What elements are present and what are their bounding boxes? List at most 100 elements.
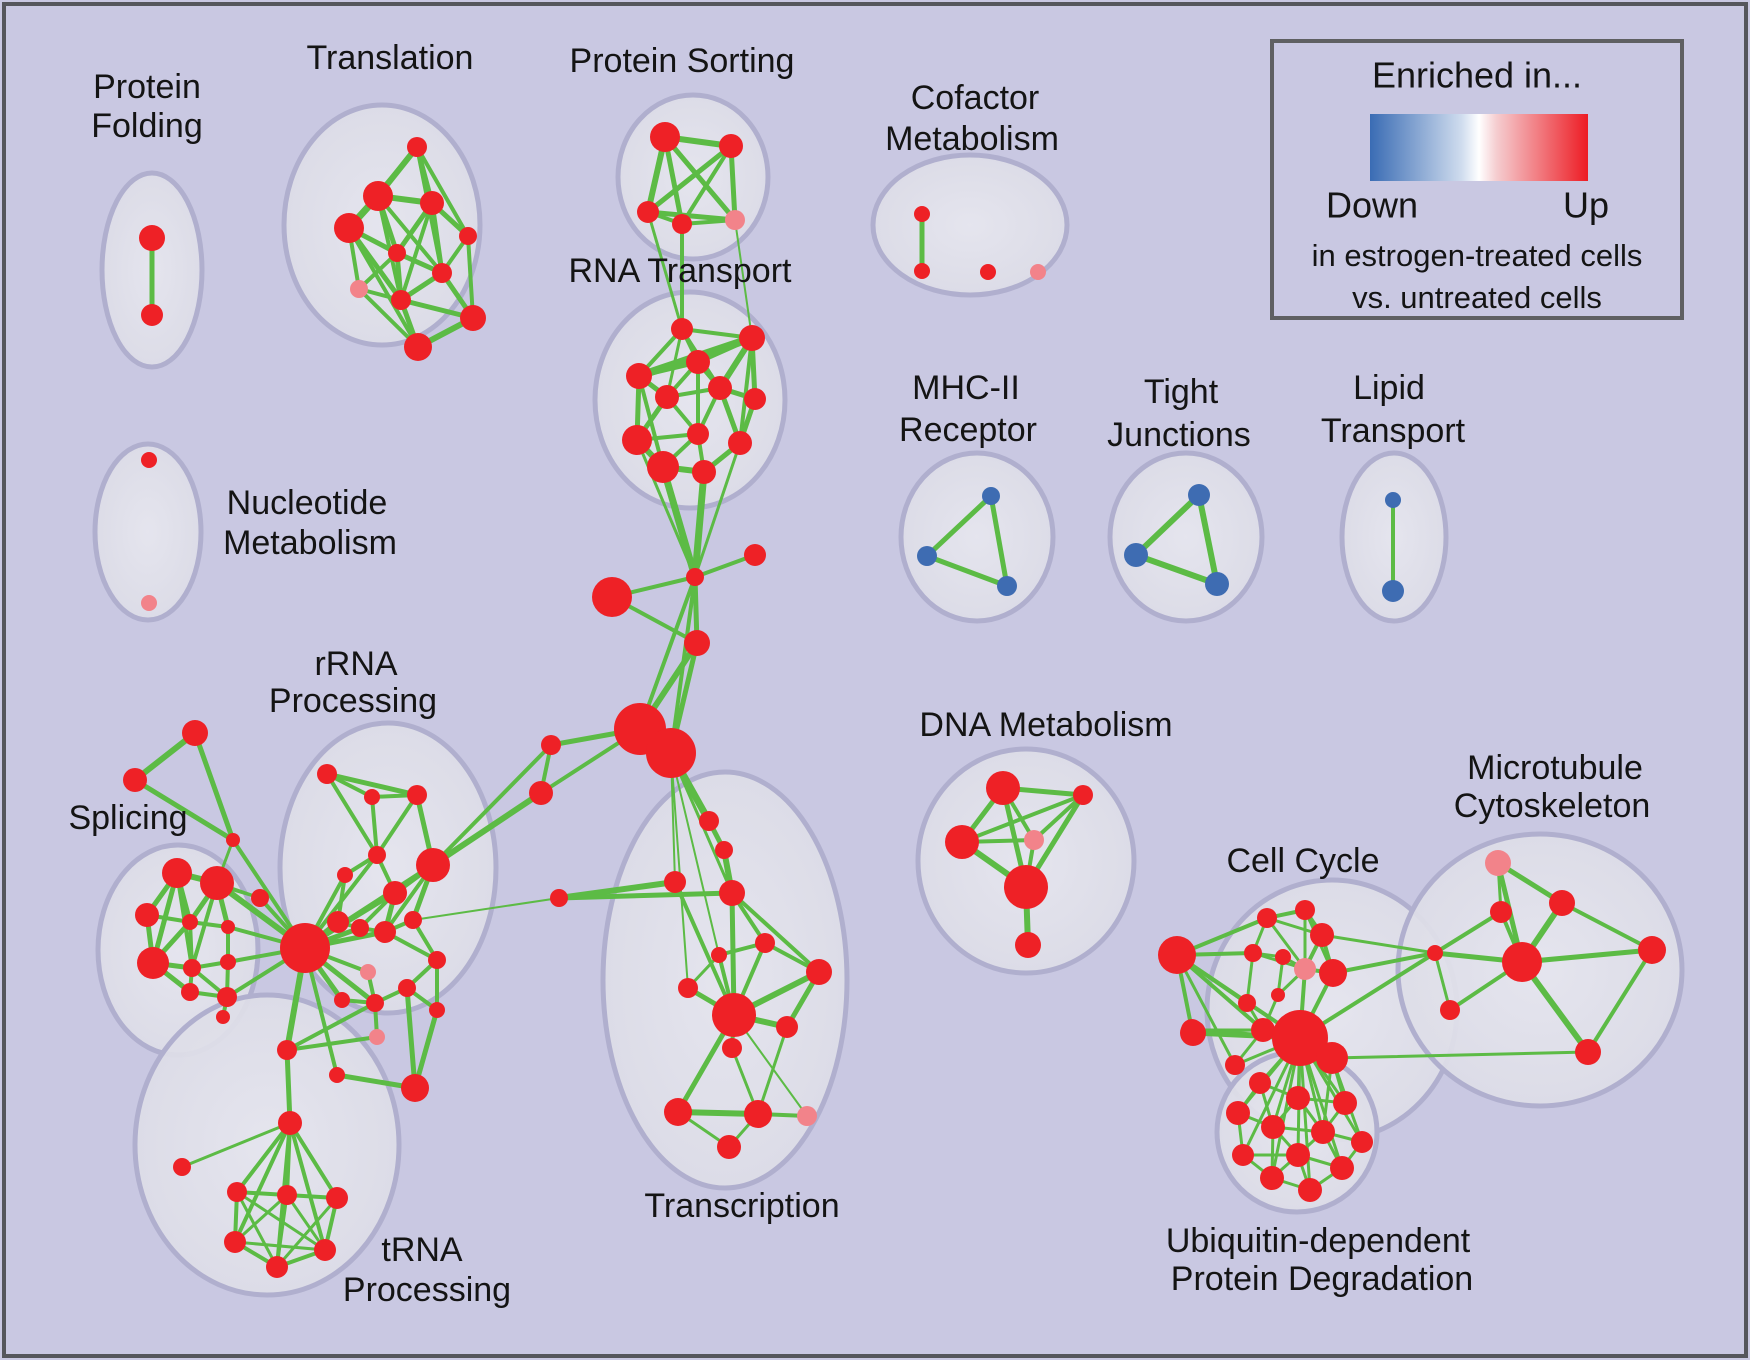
gene-set-node-tx5[interactable] (755, 933, 775, 953)
gene-set-node-lt2[interactable] (1382, 580, 1404, 602)
gene-set-node-mc6[interactable] (1575, 1039, 1601, 1065)
gene-set-node-ub3[interactable] (1333, 1091, 1357, 1115)
gene-set-node-r5[interactable] (337, 867, 353, 883)
gene-set-node-rt11[interactable] (692, 460, 716, 484)
gene-set-node-nm2[interactable] (141, 595, 157, 611)
gene-set-node-r16[interactable] (398, 979, 416, 997)
gene-set-node-rt4[interactable] (686, 350, 710, 374)
gene-set-node-ub8[interactable] (1232, 1144, 1254, 1166)
gene-set-node-r8[interactable] (327, 911, 349, 933)
gene-set-node-t7[interactable] (432, 263, 452, 283)
gene-set-node-tx9[interactable] (712, 993, 756, 1037)
gene-set-node-tn1[interactable] (227, 1182, 247, 1202)
gene-set-node-ps3[interactable] (637, 201, 659, 223)
gene-set-node-ub2[interactable] (1286, 1086, 1310, 1110)
gene-set-node-sc[interactable] (226, 833, 240, 847)
gene-set-node-rt9[interactable] (622, 425, 652, 455)
gene-set-node-ub11[interactable] (1260, 1166, 1284, 1190)
gene-set-node-tj1[interactable] (1188, 484, 1210, 506)
gene-set-node-pf2[interactable] (141, 304, 163, 326)
gene-set-node-c4[interactable] (541, 735, 561, 755)
gene-set-node-t9[interactable] (391, 290, 411, 310)
gene-set-node-mc5[interactable] (1638, 936, 1666, 964)
gene-set-node-cm4[interactable] (1030, 264, 1046, 280)
gene-set-node-t11[interactable] (404, 333, 432, 361)
gene-set-node-sp1[interactable] (162, 858, 192, 888)
gene-set-node-nm1[interactable] (141, 452, 157, 468)
gene-set-node-tn6[interactable] (314, 1239, 336, 1261)
gene-set-node-tx14[interactable] (797, 1106, 817, 1126)
gene-set-node-t6[interactable] (388, 244, 406, 262)
gene-set-node-cc5[interactable] (1275, 949, 1291, 965)
gene-set-node-rt6[interactable] (708, 376, 732, 400)
gene-set-node-r4[interactable] (368, 846, 386, 864)
gene-set-node-sp10[interactable] (217, 987, 237, 1007)
gene-set-node-ps1[interactable] (650, 122, 680, 152)
gene-set-node-r9[interactable] (351, 919, 369, 937)
gene-set-node-rt7[interactable] (744, 388, 766, 410)
gene-set-node-tx11[interactable] (722, 1038, 742, 1058)
gene-set-node-tx13[interactable] (744, 1100, 772, 1128)
gene-set-node-ub4[interactable] (1226, 1101, 1250, 1125)
gene-set-node-mtj[interactable] (1427, 945, 1443, 961)
gene-set-node-uh1[interactable] (1272, 1010, 1328, 1066)
gene-set-node-sp2[interactable] (200, 866, 234, 900)
gene-set-node-c5[interactable] (529, 781, 553, 805)
gene-set-node-r7[interactable] (383, 881, 407, 905)
gene-set-node-r13[interactable] (428, 951, 446, 969)
gene-set-node-cc7[interactable] (1319, 959, 1347, 987)
gene-set-node-tx15[interactable] (717, 1135, 741, 1159)
gene-set-node-dm4[interactable] (1024, 830, 1044, 850)
gene-set-node-cc9[interactable] (1271, 988, 1285, 1002)
gene-set-node-ub10[interactable] (1330, 1156, 1354, 1180)
gene-set-node-r6[interactable] (416, 848, 450, 882)
gene-set-node-ul[interactable] (1180, 1020, 1206, 1046)
gene-set-node-tx10[interactable] (776, 1016, 798, 1038)
gene-set-node-lt1[interactable] (1385, 492, 1401, 508)
gene-set-node-tx1[interactable] (699, 811, 719, 831)
gene-set-node-sp3[interactable] (135, 903, 159, 927)
gene-set-node-t8[interactable] (350, 280, 368, 298)
gene-set-node-r20[interactable] (401, 1074, 429, 1102)
gene-set-node-t3[interactable] (420, 191, 444, 215)
gene-set-node-mc3[interactable] (1490, 901, 1512, 923)
gene-set-node-cm3[interactable] (980, 264, 996, 280)
gene-set-node-cc6[interactable] (1294, 958, 1316, 980)
gene-set-node-cc8[interactable] (1238, 994, 1256, 1012)
gene-set-node-c2[interactable] (592, 577, 632, 617)
gene-set-node-sb[interactable] (123, 768, 147, 792)
gene-set-node-sp6[interactable] (137, 947, 169, 979)
gene-set-node-mh2[interactable] (917, 546, 937, 566)
gene-set-node-ub1[interactable] (1249, 1072, 1271, 1094)
gene-set-node-c1[interactable] (744, 544, 766, 566)
gene-set-node-cm2[interactable] (914, 263, 930, 279)
gene-set-node-ps4[interactable] (672, 214, 692, 234)
gene-set-node-mc7[interactable] (1440, 1000, 1460, 1020)
gene-set-node-tna[interactable] (277, 1040, 297, 1060)
gene-set-node-r19[interactable] (369, 1029, 385, 1045)
gene-set-node-r15[interactable] (366, 994, 384, 1012)
gene-set-node-tx12[interactable] (664, 1098, 692, 1126)
gene-set-node-dm2[interactable] (1073, 785, 1093, 805)
gene-set-node-c6[interactable] (550, 889, 568, 907)
gene-set-node-dm1[interactable] (986, 771, 1020, 805)
gene-set-node-tx7[interactable] (806, 959, 832, 985)
gene-set-node-cc4[interactable] (1244, 944, 1262, 962)
gene-set-node-r11[interactable] (404, 911, 422, 929)
gene-set-node-rt1[interactable] (671, 318, 693, 340)
gene-set-node-cc11[interactable] (1251, 1018, 1275, 1042)
gene-set-node-tj3[interactable] (1205, 572, 1229, 596)
gene-set-node-sp4[interactable] (182, 914, 198, 930)
gene-set-node-tx2[interactable] (715, 841, 733, 859)
gene-set-node-dm5[interactable] (1004, 865, 1048, 909)
gene-set-node-tx4[interactable] (664, 871, 686, 893)
gene-set-node-tnl[interactable] (173, 1158, 191, 1176)
gene-set-node-mh1[interactable] (982, 487, 1000, 505)
gene-set-node-rh[interactable] (280, 923, 330, 973)
gene-set-node-sp9[interactable] (181, 983, 199, 1001)
gene-set-node-cc3[interactable] (1310, 923, 1334, 947)
gene-set-node-tnb[interactable] (329, 1067, 345, 1083)
gene-set-node-rt10[interactable] (647, 451, 679, 483)
gene-set-node-rt8[interactable] (687, 423, 709, 445)
gene-set-node-rt5[interactable] (655, 385, 679, 409)
